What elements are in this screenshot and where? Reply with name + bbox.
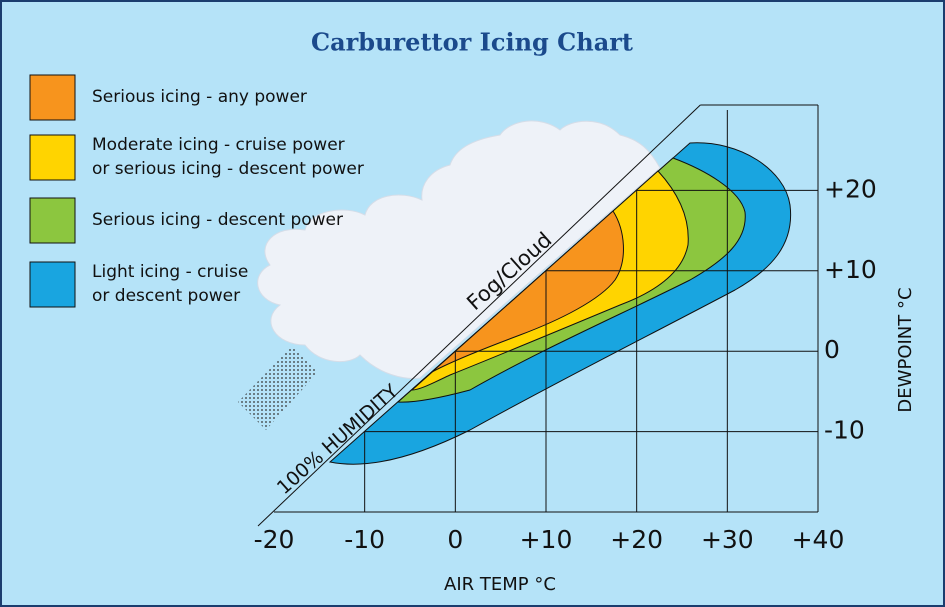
x-tick-label: +40 [792,525,845,554]
legend-swatch [30,75,75,120]
y-tick-label: +20 [824,174,877,203]
legend-label: Light icing - cruise [92,262,248,282]
y-axis-label: DEWPOINT °C [895,287,916,412]
y-tick-label: +10 [824,255,877,284]
legend-label: Serious icing - any power [92,87,307,107]
x-axis-label: AIR TEMP °C [444,574,556,595]
x-tick-label: -20 [254,525,295,554]
x-tick-label: +10 [520,525,573,554]
page: {"chart_data": { "type": "icing", "title… [0,0,945,607]
legend-label: or descent power [92,286,240,306]
x-tick-label: -10 [344,525,385,554]
x-tick-label: +20 [610,525,663,554]
legend-swatch [30,262,75,307]
y-tick-label: 0 [824,335,840,364]
x-tick-label: 0 [447,525,463,554]
legend-swatch [30,198,75,243]
legend-swatch [30,135,75,180]
legend-label: Moderate icing - cruise power [92,135,345,155]
chart: Carburettor Icing Chart Fog/Cloud 100% H… [0,0,945,607]
legend-label: or serious icing - descent power [92,159,364,179]
chart-title: Carburettor Icing Chart [311,28,633,57]
legend-label: Serious icing - descent power [92,210,343,230]
x-tick-label: +30 [701,525,754,554]
y-tick-label: -10 [824,416,865,445]
